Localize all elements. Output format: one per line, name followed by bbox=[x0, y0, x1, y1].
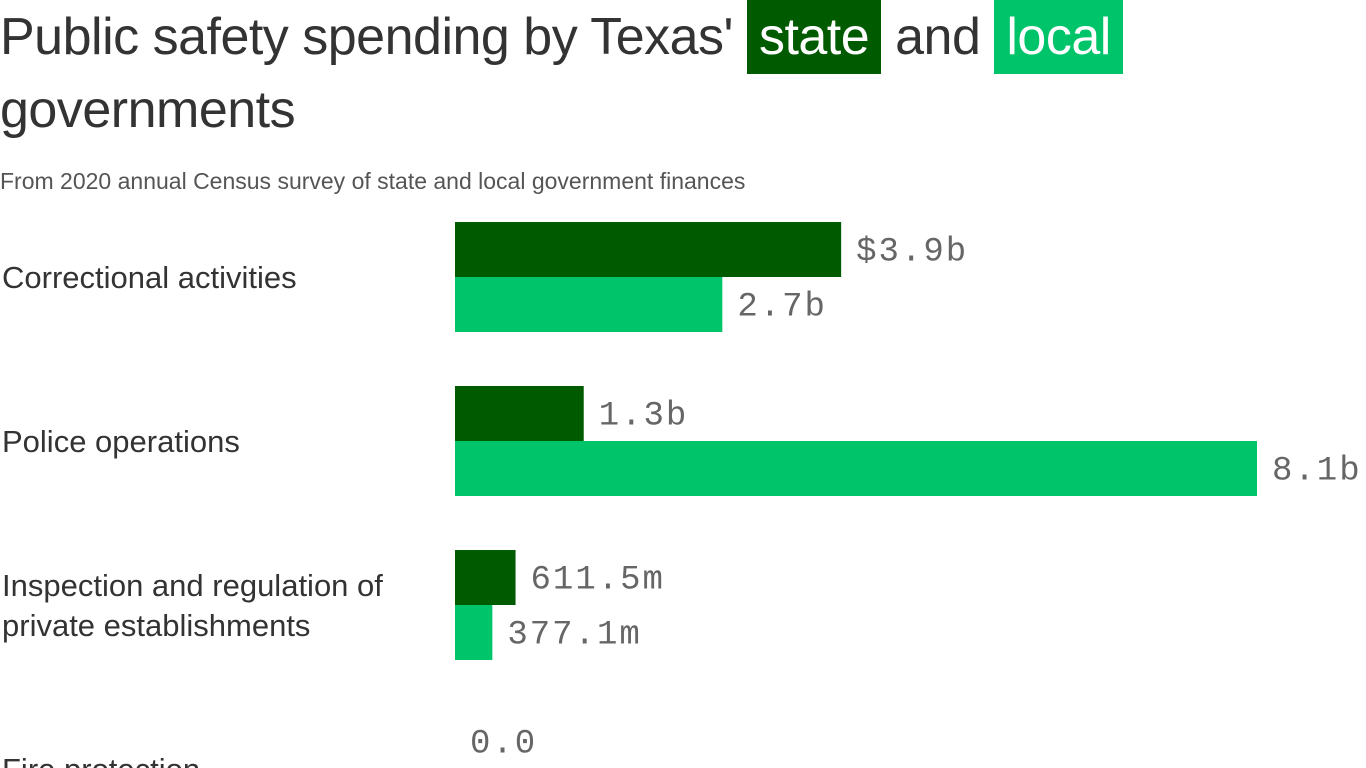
title-state-highlight: state bbox=[746, 0, 882, 74]
value-label-state: 1.3b bbox=[599, 398, 689, 436]
category-label: Inspection and regulation of bbox=[2, 568, 383, 603]
bar-state bbox=[455, 550, 516, 605]
title-and: and bbox=[895, 8, 981, 66]
bar-local bbox=[455, 441, 1257, 496]
value-label-state: 0.0 bbox=[470, 726, 537, 764]
bar-state bbox=[455, 222, 842, 277]
chart-subtitle: From 2020 annual Census survey of state … bbox=[0, 168, 746, 194]
category-label: private establishments bbox=[2, 608, 310, 643]
value-label-state: $3.9b bbox=[856, 234, 968, 272]
chart-title: Public safety spending by Texas' state a… bbox=[0, 0, 1366, 146]
title-part2: governments bbox=[0, 81, 296, 139]
category-label: Police operations bbox=[2, 424, 240, 459]
value-label-local: 377.1m bbox=[507, 617, 641, 655]
title-local-highlight: local bbox=[994, 0, 1123, 74]
title-part1: Public safety spending by Texas' bbox=[0, 8, 733, 66]
bar-local bbox=[455, 605, 493, 660]
category-label: Fire protection bbox=[2, 752, 200, 768]
category-label: Correctional activities bbox=[2, 260, 297, 295]
value-label-local: 8.1b bbox=[1272, 453, 1362, 491]
value-label-local: 2.7b bbox=[737, 289, 827, 327]
bar-local bbox=[455, 277, 723, 332]
bar-state bbox=[455, 386, 584, 441]
value-label-state: 611.5m bbox=[531, 562, 665, 600]
